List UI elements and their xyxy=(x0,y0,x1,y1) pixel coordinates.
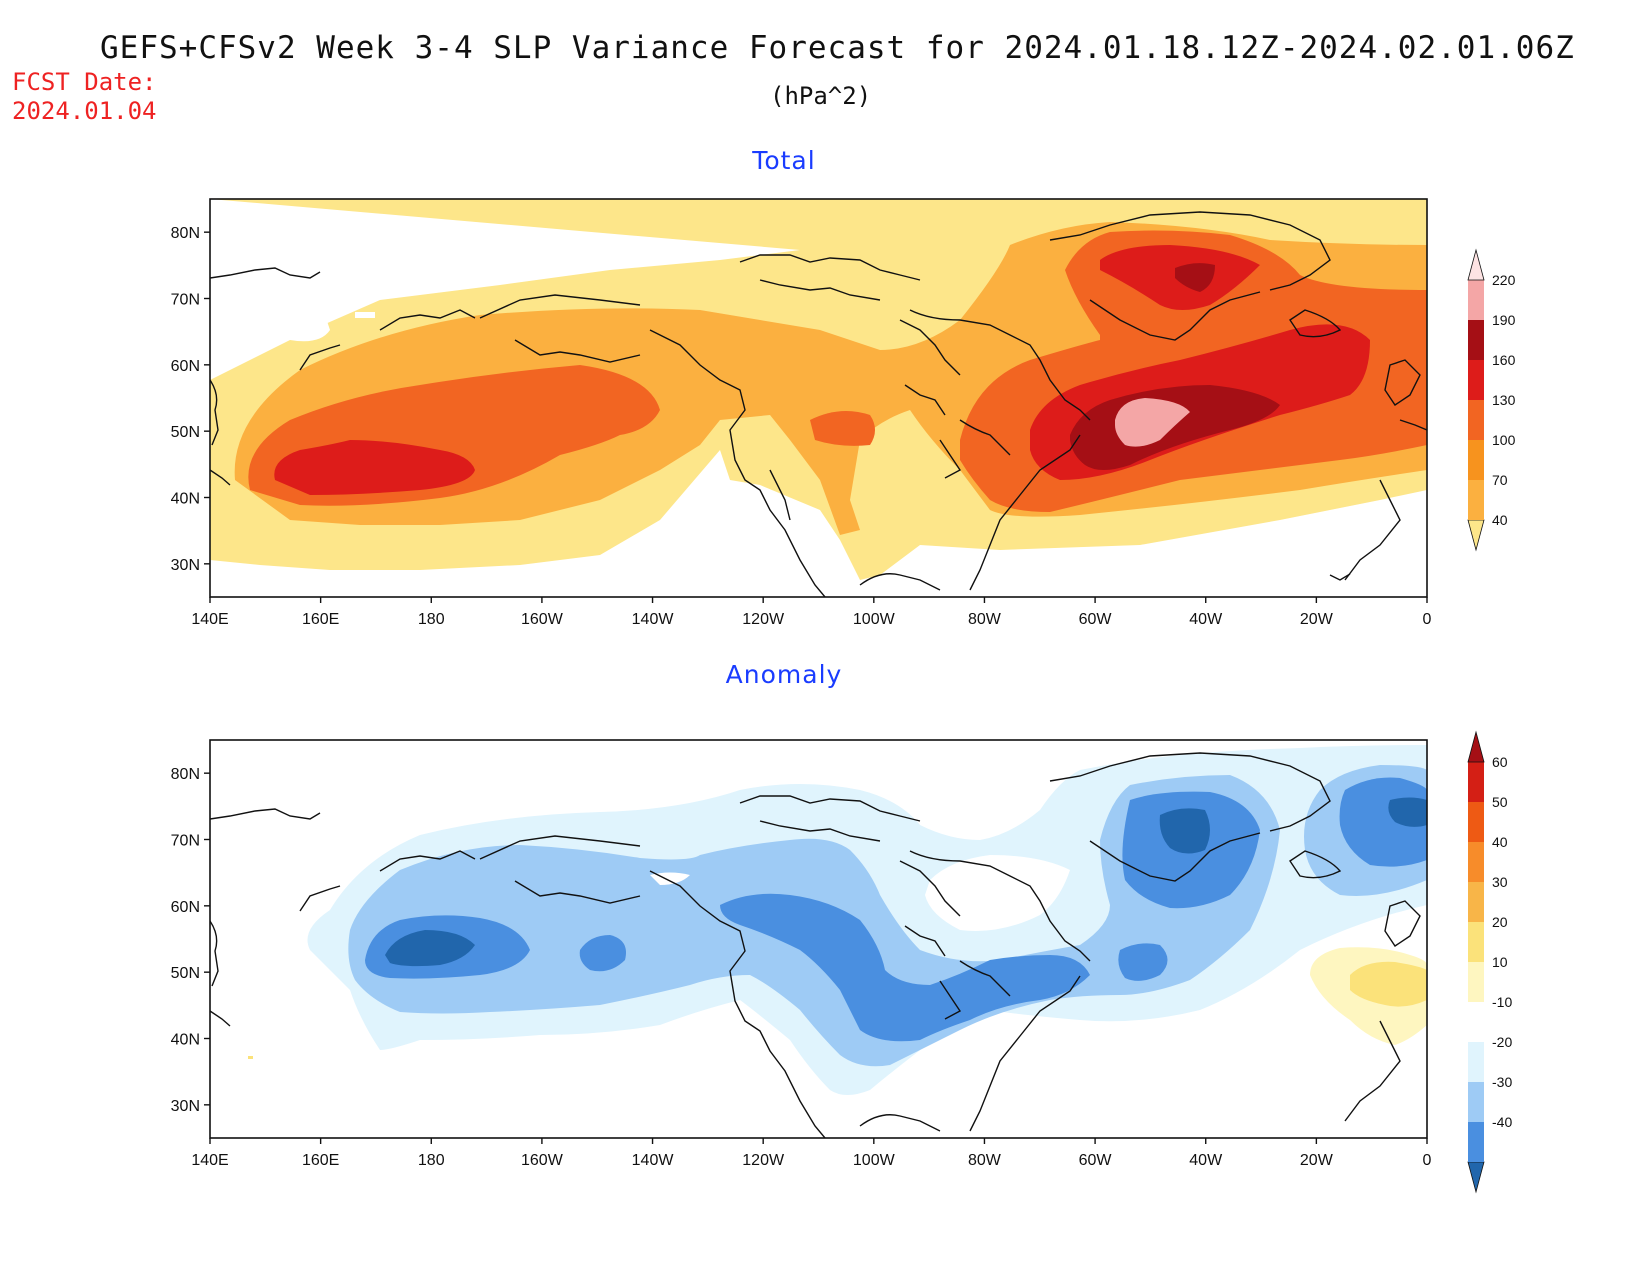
anomaly-lon-label: 180 xyxy=(418,1152,445,1169)
anomaly-map xyxy=(209,739,1428,1139)
anomaly-coastlines xyxy=(210,752,1421,1138)
fcst-date-value: 2024.01.04 xyxy=(12,97,157,125)
anomaly-lon-label: 160W xyxy=(521,1152,564,1169)
total-lat-label: 40N xyxy=(171,491,200,508)
anomaly-colorbar-low-arrow xyxy=(1467,1161,1485,1194)
total-colorbar-label: 220 xyxy=(1492,272,1516,288)
anomaly-lat-label: 80N xyxy=(171,766,200,783)
total-lon-label: 120W xyxy=(742,611,785,628)
total-lon-label: 0 xyxy=(1423,611,1432,628)
total-map-frame xyxy=(209,198,1428,598)
total-colorbar-swatch xyxy=(1468,480,1484,520)
total-colorbar-swatch xyxy=(1468,400,1484,440)
total-colorbar-low-arrow xyxy=(1467,519,1485,552)
total-lon-label: 160E xyxy=(302,611,339,628)
anomaly-colorbar-label: 10 xyxy=(1492,954,1508,970)
total-colorbar-label: 40 xyxy=(1492,512,1508,528)
anomaly-lon-label: 120W xyxy=(742,1152,785,1169)
anomaly-colorbar-swatch xyxy=(1468,882,1484,922)
total-colorbar-label: 100 xyxy=(1492,432,1516,448)
total-lon-label: 100W xyxy=(853,611,896,628)
total-lon-label: 180 xyxy=(418,611,445,628)
total-lon-label: 60W xyxy=(1079,611,1113,628)
total-colorbar-label: 70 xyxy=(1492,472,1508,488)
total-lat-label: 70N xyxy=(171,292,200,309)
total-contour-fill xyxy=(210,199,1427,597)
total-lat-label: 80N xyxy=(171,225,200,242)
anomaly-lon-label: 160E xyxy=(302,1152,339,1169)
anomaly-lon-label: 100W xyxy=(853,1152,896,1169)
anomaly-lon-label: 20W xyxy=(1300,1152,1334,1169)
anomaly-lat-label: 40N xyxy=(171,1032,200,1049)
anomaly-colorbar-label: 20 xyxy=(1492,914,1508,930)
total-lon-label: 160W xyxy=(521,611,564,628)
total-coastlines xyxy=(210,211,1427,597)
anomaly-colorbar-swatch xyxy=(1468,962,1484,1002)
total-lat-label: 50N xyxy=(171,424,200,441)
anomaly-contour-fill xyxy=(210,740,1427,1138)
total-lon-label: 80W xyxy=(968,611,1002,628)
total-lon-label: 140W xyxy=(632,611,675,628)
anomaly-lon-label: 140W xyxy=(632,1152,675,1169)
total-colorbar-swatch xyxy=(1468,360,1484,400)
total-colorbar-high-arrow xyxy=(1467,248,1485,281)
total-map xyxy=(209,198,1428,598)
total-lat-label: 60N xyxy=(171,358,200,375)
total-colorbar-swatch xyxy=(1468,280,1484,320)
anomaly-panel-title: Anomaly xyxy=(725,660,843,689)
anomaly-lat-label: 70N xyxy=(171,833,200,850)
map-title: GEFS+CFSv2 Week 3-4 SLP Variance Forecas… xyxy=(100,30,1575,66)
anomaly-colorbar-label: 50 xyxy=(1492,794,1508,810)
total-lon-label: 40W xyxy=(1189,611,1223,628)
anomaly-lat-label: 60N xyxy=(171,899,200,916)
fcst-date-caption: FCST Date: xyxy=(12,68,157,96)
anomaly-colorbar-label: 30 xyxy=(1492,874,1508,890)
anomaly-colorbar-swatch xyxy=(1468,922,1484,962)
anomaly-lon-label: 60W xyxy=(1079,1152,1113,1169)
anomaly-axis-ticks: 140E 160E 180 160W 140W 120W 100W 80W 60W 40W 20W 0… xyxy=(171,766,1432,1169)
anomaly-colorbar-swatch xyxy=(1468,1002,1484,1042)
total-colorbar-label: 190 xyxy=(1492,312,1516,328)
anomaly-colorbar-high-arrow xyxy=(1467,730,1485,763)
anomaly-colorbar-swatch xyxy=(1468,842,1484,882)
total-colorbar-swatch xyxy=(1468,320,1484,360)
anomaly-colorbar-label: 40 xyxy=(1492,834,1508,850)
anomaly-colorbar-swatch xyxy=(1468,1082,1484,1122)
anomaly-colorbar-swatch xyxy=(1468,802,1484,842)
anomaly-colorbar-label: 60 xyxy=(1492,754,1508,770)
anomaly-colorbar-swatch xyxy=(1468,1122,1484,1162)
anomaly-lon-label: 140E xyxy=(191,1152,228,1169)
anomaly-colorbar-swatch xyxy=(1468,762,1484,802)
forecast-date-label: FCST Date: 2024.01.04 xyxy=(12,68,157,126)
anomaly-colorbar-label: -20 xyxy=(1492,1034,1512,1050)
anomaly-lon-label: 80W xyxy=(968,1152,1002,1169)
total-lon-label: 20W xyxy=(1300,611,1334,628)
anomaly-lat-label: 30N xyxy=(171,1098,200,1115)
total-axis-ticks: 140E 160E 180 160W 140W 120W 100W 80W 60W 40W 20W 0… xyxy=(171,225,1432,628)
total-colorbar: 40 70 100 130 160 190 220 xyxy=(1467,248,1516,552)
total-colorbar-label: 130 xyxy=(1492,392,1516,408)
anomaly-colorbar-swatch xyxy=(1468,1042,1484,1082)
total-lon-label: 140E xyxy=(191,611,228,628)
units-label: (hPa^2) xyxy=(770,82,872,110)
total-colorbar-swatch xyxy=(1468,440,1484,480)
anomaly-lon-label: 40W xyxy=(1189,1152,1223,1169)
anomaly-colorbar-label: -30 xyxy=(1492,1074,1512,1090)
anomaly-map-frame xyxy=(209,739,1428,1139)
total-lat-label: 30N xyxy=(171,557,200,574)
anomaly-lon-label: 0 xyxy=(1423,1152,1432,1169)
anomaly-lat-label: 50N xyxy=(171,965,200,982)
anomaly-colorbar-label: -10 xyxy=(1492,994,1512,1010)
anomaly-colorbar: 60 50 40 30 20 10 -10 -20 -30 -40 xyxy=(1467,730,1512,1194)
total-colorbar-label: 160 xyxy=(1492,352,1516,368)
total-panel-title: Total xyxy=(752,146,816,175)
anomaly-colorbar-label: -40 xyxy=(1492,1114,1512,1130)
